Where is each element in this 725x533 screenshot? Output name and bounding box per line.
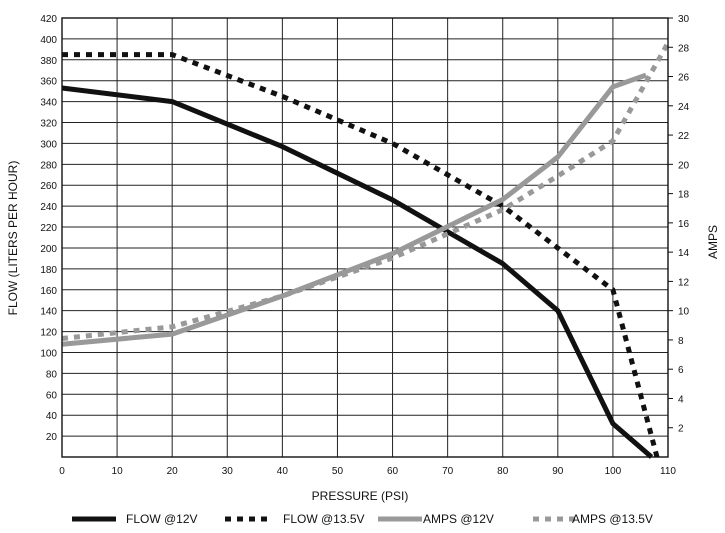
y2-tick-label: 8 bbox=[678, 336, 684, 347]
legend-label-flow-13-5v: FLOW @13.5V bbox=[283, 512, 365, 526]
x-tick-label: 90 bbox=[552, 466, 564, 477]
series-line-flow-13-5v bbox=[62, 52, 660, 458]
y-tick-label: 160 bbox=[40, 286, 57, 297]
y-tick-label: 340 bbox=[40, 98, 57, 109]
y2-tick-label: 28 bbox=[678, 43, 690, 54]
x-axis-title: PRESSURE (PSI) bbox=[312, 489, 409, 503]
y-tick-label: 380 bbox=[40, 56, 57, 67]
x-tick-label: 50 bbox=[332, 466, 344, 477]
y-tick-label: 100 bbox=[40, 348, 57, 359]
y-tick-label: 320 bbox=[40, 119, 57, 130]
y2-tick-label: 24 bbox=[678, 102, 690, 113]
x-axis-ticks: 0 10 20 30 40 50 60 70 80 90 100 110 bbox=[59, 466, 676, 477]
y-tick-label: 180 bbox=[40, 265, 57, 276]
y2-tick-label: 26 bbox=[678, 73, 690, 84]
x-tick-label: 100 bbox=[605, 466, 622, 477]
y-axis-ticks: 20 40 60 80 100 120 140 160 180 200 220 240 260 280 30… bbox=[40, 14, 57, 443]
y-tick-label: 220 bbox=[40, 223, 57, 234]
y2-tick-label: 4 bbox=[678, 394, 684, 405]
x-tick-label: 70 bbox=[442, 466, 454, 477]
y2-tick-label: 6 bbox=[678, 365, 684, 376]
series-line-flow-12v bbox=[61, 85, 654, 459]
y2-tick-label: 30 bbox=[678, 14, 690, 25]
series-line-amps-12v bbox=[61, 72, 647, 347]
y-tick-label: 40 bbox=[46, 411, 58, 422]
y2-tick-label: 2 bbox=[678, 424, 684, 435]
y-tick-label: 80 bbox=[46, 369, 58, 380]
x-tick-label: 110 bbox=[660, 466, 676, 477]
y2-tick-label: 20 bbox=[678, 160, 690, 171]
y-tick-label: 400 bbox=[40, 35, 57, 46]
y2-tick-label: 10 bbox=[678, 307, 690, 318]
y-tick-label: 420 bbox=[40, 14, 57, 25]
legend-label-amps-13-5v: AMPS @13.5V bbox=[572, 512, 653, 526]
y2-tick-label: 12 bbox=[678, 277, 690, 288]
y-axis-title: FLOW (LITERS PER HOUR) bbox=[6, 161, 20, 316]
y-tick-label: 60 bbox=[46, 390, 58, 401]
grid bbox=[61, 17, 669, 457]
y-tick-label: 280 bbox=[40, 160, 57, 171]
x-tick-label: 30 bbox=[222, 466, 234, 477]
y-tick-label: 200 bbox=[40, 244, 57, 255]
y-tick-label: 20 bbox=[46, 432, 58, 443]
legend-label-flow-12v: FLOW @12V bbox=[126, 512, 198, 526]
series-line-amps-13-5v bbox=[61, 41, 671, 341]
x-tick-label: 20 bbox=[167, 466, 179, 477]
y2-axis-title: AMPS bbox=[706, 225, 720, 259]
x-tick-label: 80 bbox=[497, 466, 509, 477]
plot-frame bbox=[61, 17, 669, 458]
y2-tick-label: 14 bbox=[678, 248, 690, 259]
y-tick-label: 360 bbox=[40, 77, 57, 88]
y-tick-label: 240 bbox=[40, 202, 57, 213]
series-group bbox=[61, 41, 671, 459]
y-tick-label: 300 bbox=[40, 139, 57, 150]
y-tick-label: 260 bbox=[40, 181, 57, 192]
legend: FLOW @12V FLOW @13.5V AMPS @12V AMPS @13.5V bbox=[72, 512, 653, 526]
y-tick-label: 140 bbox=[40, 307, 57, 318]
y2-tick-label: 22 bbox=[678, 131, 690, 142]
y2-tick-label: 18 bbox=[678, 190, 690, 201]
x-tick-label: 10 bbox=[112, 466, 124, 477]
x-tick-label: 40 bbox=[277, 466, 289, 477]
x-tick-label: 0 bbox=[59, 466, 65, 477]
y2-tick-label: 16 bbox=[678, 219, 690, 230]
y-tick-label: 120 bbox=[40, 328, 57, 339]
legend-label-amps-12v: AMPS @12V bbox=[423, 512, 494, 526]
x-tick-label: 60 bbox=[387, 466, 399, 477]
